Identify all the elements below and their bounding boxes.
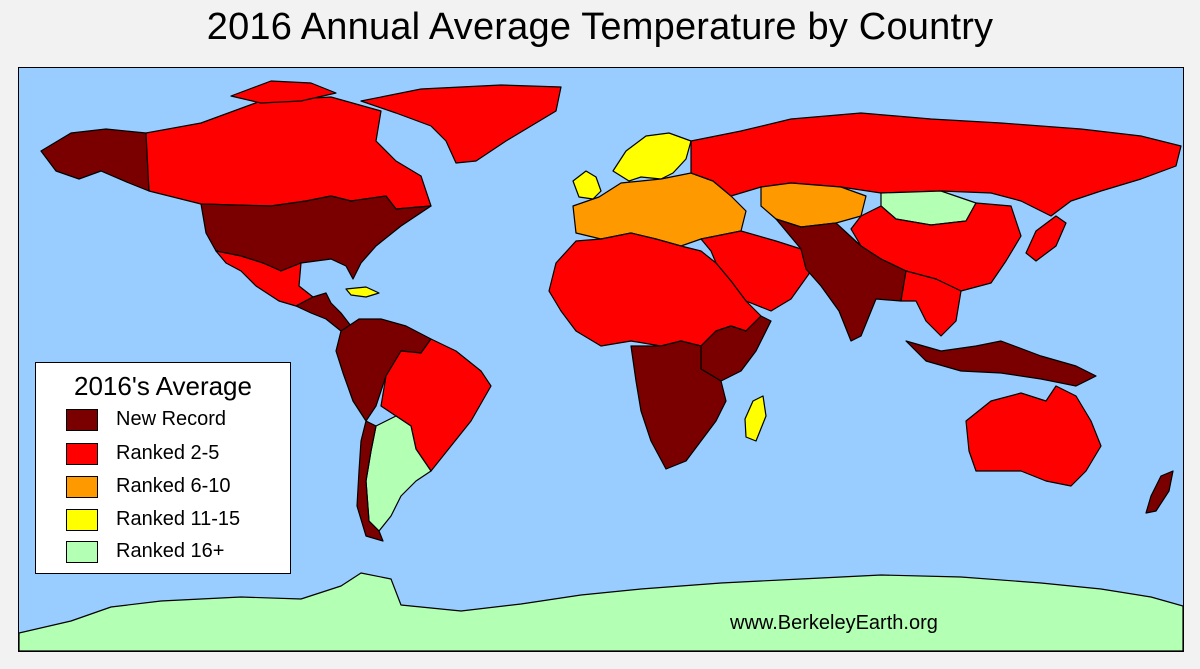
region-southeast-asia bbox=[900, 270, 962, 337]
region-canada-islands bbox=[230, 80, 337, 104]
region-alaska bbox=[40, 128, 150, 192]
region-central-america bbox=[295, 292, 352, 332]
legend-label-ranked-11-15: Ranked 11-15 bbox=[116, 508, 241, 530]
region-japan bbox=[1025, 215, 1067, 262]
region-scandinavia bbox=[612, 132, 692, 182]
legend-swatch-new-record bbox=[66, 409, 98, 431]
region-middle-east bbox=[700, 230, 812, 312]
region-southern-africa bbox=[630, 340, 727, 470]
map-title: 2016 Annual Average Temperature by Count… bbox=[206, 6, 994, 48]
region-new-zealand bbox=[1145, 470, 1174, 514]
region-indonesia bbox=[905, 340, 1097, 387]
region-greenland bbox=[360, 84, 562, 164]
region-antarctica bbox=[19, 572, 1183, 651]
legend-label-ranked-6-10: Ranked 6-10 bbox=[116, 475, 231, 497]
legend-swatch-ranked-2-5 bbox=[66, 443, 98, 465]
region-uk-ireland bbox=[572, 170, 602, 200]
legend-swatch-ranked-11-15 bbox=[66, 509, 98, 531]
region-madagascar bbox=[744, 395, 767, 442]
region-india-south-asia bbox=[775, 218, 907, 342]
region-australia bbox=[965, 385, 1102, 487]
legend-swatch-ranked-6-10 bbox=[66, 476, 98, 498]
region-kazakhstan bbox=[760, 182, 867, 228]
map-legend: 2016's Average New Record Ranked 2-5 Ran… bbox=[35, 362, 291, 574]
region-brazil bbox=[380, 338, 492, 472]
legend-label-ranked-2-5: Ranked 2-5 bbox=[116, 442, 220, 464]
legend-swatch-ranked-16-plus bbox=[66, 541, 98, 563]
legend-label-ranked-16-plus: Ranked 16+ bbox=[116, 540, 225, 562]
legend-label-new-record: New Record bbox=[116, 408, 227, 430]
region-chile bbox=[356, 420, 384, 542]
source-credit: www.BerkeleyEarth.org bbox=[730, 612, 938, 634]
region-caribbean bbox=[345, 286, 380, 298]
legend-title: 2016's Average bbox=[74, 371, 252, 401]
